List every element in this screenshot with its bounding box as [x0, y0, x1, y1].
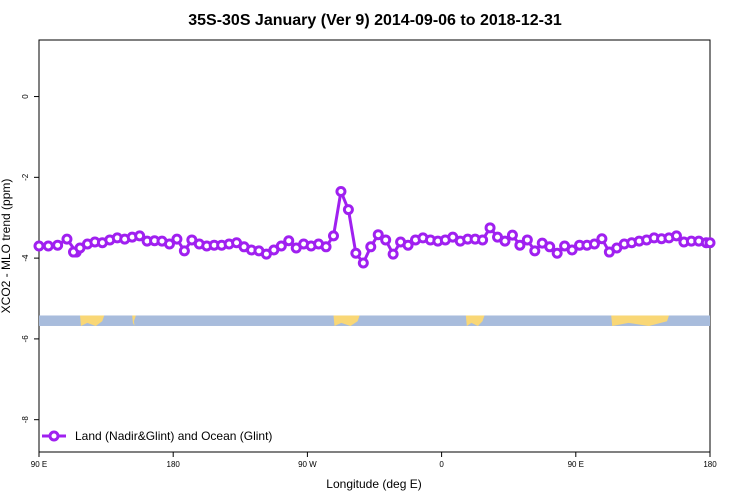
data-point-0-14 — [134, 230, 146, 242]
data-point-0-48 — [387, 248, 399, 260]
data-point-0-70 — [551, 247, 563, 259]
data-point-0-43 — [350, 247, 362, 259]
y-tick-label-3: -6 — [21, 335, 30, 343]
x-tick-label-5: 180 — [703, 460, 717, 469]
data-point-0-44 — [357, 257, 369, 269]
x-axis-label: Longitude (deg E) — [326, 477, 421, 491]
data-point-0-33 — [275, 240, 287, 252]
data-point-0-19 — [171, 233, 183, 245]
x-tick-label-2: 90 W — [298, 460, 317, 469]
x-tick-label-3: 0 — [439, 460, 444, 469]
data-point-0-69 — [544, 241, 556, 253]
series-layer — [33, 185, 716, 269]
data-point-0-0 — [33, 240, 45, 252]
data-point-0-41 — [335, 185, 347, 197]
data-point-0-76 — [596, 233, 608, 245]
land-segment-4 — [611, 315, 669, 326]
data-point-0-18 — [163, 238, 175, 250]
data-point-0-2 — [52, 239, 64, 251]
x-tick-label-1: 180 — [167, 460, 181, 469]
data-point-0-67 — [529, 245, 541, 257]
data-point-0-75 — [588, 238, 600, 250]
legend-label: Land (Nadir&Glint) and Ocean (Glint) — [75, 429, 272, 443]
data-point-0-72 — [566, 244, 578, 256]
data-point-0-61 — [484, 222, 496, 234]
y-tick-label-4: -8 — [21, 416, 30, 424]
plot-area: 0 -2 -4 -6 -8 90 E 180 90 W 0 90 E 180 — [21, 39, 717, 469]
data-point-0-39 — [320, 241, 332, 253]
data-point-0-45 — [365, 241, 377, 253]
land-segment-3 — [465, 315, 485, 326]
data-point-0-64 — [506, 229, 518, 241]
data-point-0-63 — [499, 235, 511, 247]
data-point-0-3 — [61, 233, 73, 245]
data-point-0-60 — [477, 234, 489, 246]
data-point-0-66 — [521, 234, 533, 246]
x-axis: 90 E 180 90 W 0 90 E 180 — [31, 452, 717, 469]
ocean-band — [39, 315, 710, 326]
land-segment-0 — [80, 315, 105, 326]
x-tick-label-0: 90 E — [31, 460, 47, 469]
y-axis-label: XCO2 - MLO trend (ppm) — [0, 179, 13, 314]
data-point-0-34 — [283, 235, 295, 247]
data-point-0-20 — [178, 245, 190, 257]
y-tick-label-0: 0 — [21, 94, 30, 99]
data-point-0-1 — [42, 240, 54, 252]
y-tick-label-1: -2 — [21, 173, 30, 181]
data-point-0-47 — [380, 234, 392, 246]
data-point-0-42 — [342, 204, 354, 216]
data-point-0-50 — [402, 239, 414, 251]
land-ocean-strip — [39, 315, 710, 326]
land-segment-1 — [132, 315, 136, 326]
legend-marker-swatch — [48, 430, 60, 442]
y-tick-label-2: -4 — [21, 254, 30, 262]
data-point-0-65 — [514, 239, 526, 251]
x-tick-label-4: 90 E — [568, 460, 584, 469]
data-point-0-86 — [670, 230, 682, 242]
land-segment-2 — [333, 315, 360, 326]
chart-title: 35S-30S January (Ver 9) 2014-09-06 to 20… — [188, 12, 562, 29]
data-point-0-46 — [372, 229, 384, 241]
legend: Land (Nadir&Glint) and Ocean (Glint) — [42, 429, 272, 443]
y-axis: 0 -2 -4 -6 -8 — [21, 94, 39, 423]
data-point-0-91 — [704, 237, 716, 249]
data-point-0-40 — [327, 230, 339, 242]
